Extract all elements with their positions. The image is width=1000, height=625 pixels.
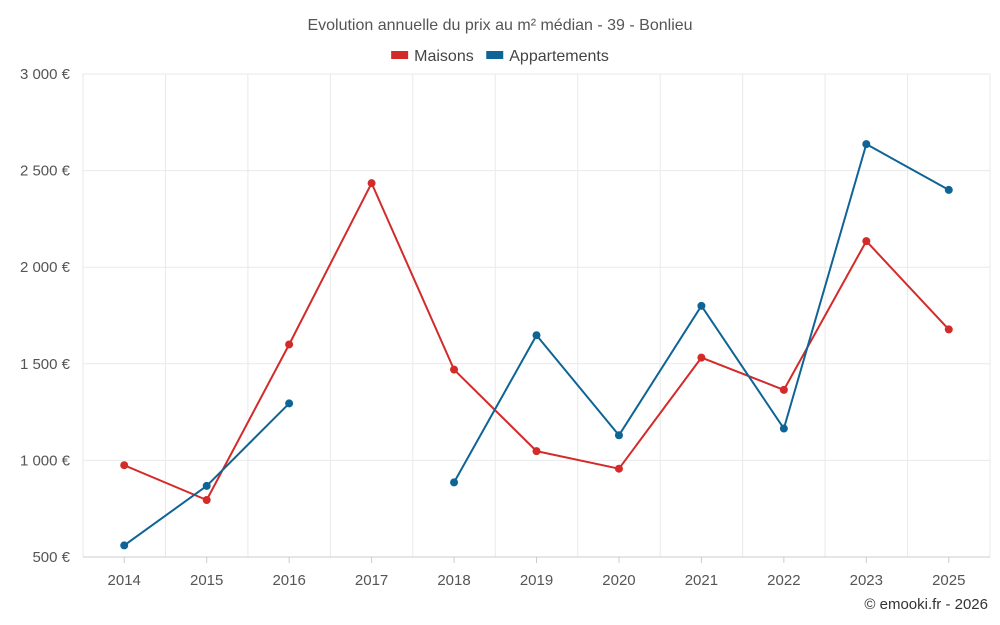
- data-point[interactable]: [367, 179, 376, 188]
- data-point[interactable]: [944, 325, 953, 334]
- data-point[interactable]: [944, 185, 953, 194]
- credit-text: © emooki.fr - 2026: [864, 596, 988, 613]
- x-tick-label: 2017: [355, 572, 388, 589]
- data-point[interactable]: [450, 478, 459, 487]
- data-point[interactable]: [202, 496, 211, 505]
- y-tick-label: 3 000 €: [20, 66, 71, 83]
- series-appartements: [120, 140, 953, 550]
- x-tick-label: 2019: [520, 572, 553, 589]
- data-point[interactable]: [285, 340, 294, 349]
- data-point[interactable]: [285, 399, 294, 408]
- x-tick-label: 2021: [685, 572, 718, 589]
- series-line: [123, 402, 290, 547]
- legend-item-maisons[interactable]: Maisons: [391, 48, 474, 65]
- x-tick-label: 2025: [932, 572, 965, 589]
- series-maisons: [120, 179, 953, 505]
- data-point[interactable]: [202, 481, 211, 490]
- data-point[interactable]: [614, 431, 623, 440]
- gridlines: [82, 73, 991, 557]
- y-tick-label: 2 000 €: [20, 259, 71, 276]
- legend-item-appartements[interactable]: Appartements: [486, 48, 609, 65]
- x-tick-label: 2018: [437, 572, 470, 589]
- legend[interactable]: Maisons Appartements: [391, 48, 609, 65]
- data-point[interactable]: [697, 353, 706, 362]
- data-point[interactable]: [779, 424, 788, 433]
- y-tick-label: 2 500 €: [20, 163, 71, 180]
- x-tick-label: 2022: [767, 572, 800, 589]
- data-point[interactable]: [697, 301, 706, 310]
- y-tick-label: 1 500 €: [20, 356, 71, 373]
- data-point[interactable]: [862, 140, 871, 149]
- x-tick-label: 2023: [850, 572, 883, 589]
- data-point[interactable]: [120, 541, 129, 550]
- x-tick-label: 2015: [190, 572, 223, 589]
- series-layer: [120, 140, 953, 550]
- data-point[interactable]: [862, 237, 871, 246]
- legend-swatch: [486, 51, 504, 59]
- data-point[interactable]: [532, 331, 541, 340]
- y-tick-label: 500 €: [32, 549, 70, 566]
- y-tick-label: 1 000 €: [20, 452, 71, 469]
- x-tick-label: 2016: [272, 572, 305, 589]
- data-point[interactable]: [450, 365, 459, 374]
- y-axis: 3 000 € 2 500 € 2 000 € 1 500 € 1 000 € 500 €: [20, 66, 71, 566]
- x-tick-label: 2020: [602, 572, 635, 589]
- data-point[interactable]: [532, 447, 541, 456]
- data-point[interactable]: [614, 464, 623, 473]
- chart-title: Evolution annuelle du prix au m² médian …: [307, 17, 692, 34]
- data-point[interactable]: [779, 385, 788, 394]
- x-axis: 2014 2015 2016 2017 2018 2019 2020 2021 2022 2023…: [83, 556, 990, 589]
- x-tick-label: 2014: [108, 572, 141, 589]
- series-line: [453, 143, 950, 483]
- legend-label: Appartements: [509, 48, 609, 65]
- legend-swatch: [391, 51, 409, 59]
- data-point[interactable]: [120, 461, 129, 470]
- legend-label: Maisons: [414, 48, 474, 65]
